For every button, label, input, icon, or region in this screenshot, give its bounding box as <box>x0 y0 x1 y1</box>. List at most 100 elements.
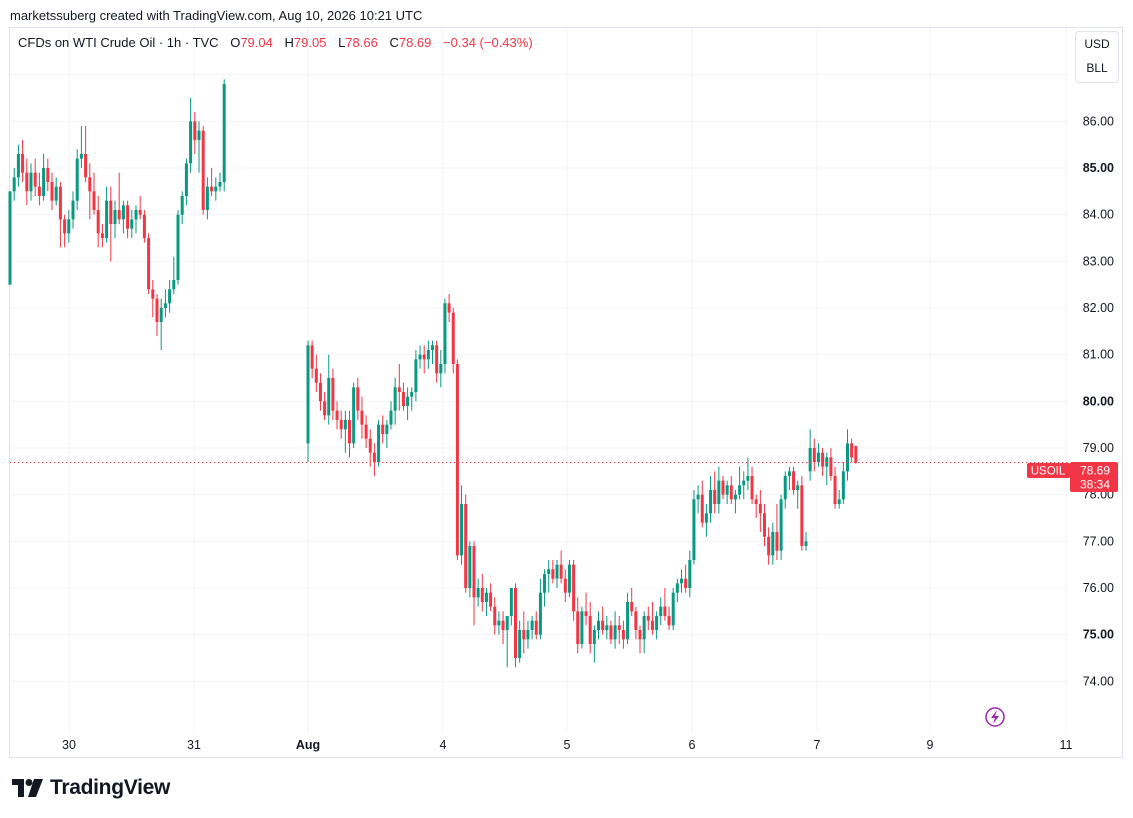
candle-body <box>704 513 708 523</box>
candle <box>514 583 517 668</box>
candle-body <box>343 420 347 430</box>
candle-body <box>576 611 580 644</box>
candle <box>364 415 368 448</box>
candle-body <box>538 592 542 635</box>
candle <box>796 480 800 509</box>
candle <box>609 620 613 644</box>
candle <box>443 298 447 374</box>
candle <box>783 471 787 509</box>
candle-body <box>559 564 563 579</box>
candle <box>460 485 464 565</box>
candle-body <box>389 410 393 425</box>
candle-body <box>381 424 385 434</box>
candle-body <box>58 186 62 220</box>
candle-body <box>476 588 480 598</box>
candle-body <box>580 611 584 644</box>
candle <box>218 172 222 192</box>
measure-label[interactable]: BLL <box>1086 61 1108 75</box>
candle <box>16 144 20 187</box>
candle <box>779 494 783 560</box>
candle <box>201 126 205 215</box>
candle-body <box>821 452 825 467</box>
candle-body <box>617 625 621 630</box>
candle <box>808 429 812 481</box>
candle <box>688 550 692 598</box>
lightning-icon[interactable] <box>985 707 1005 727</box>
candle-body <box>601 620 605 630</box>
candle <box>172 256 176 294</box>
unit-selector[interactable]: USD BLL <box>1075 31 1119 83</box>
candle-body <box>318 382 322 402</box>
candle <box>210 168 214 196</box>
candle <box>42 154 46 201</box>
candle-body <box>833 476 837 504</box>
candle <box>547 560 551 593</box>
open-label: O <box>230 35 241 50</box>
tradingview-logo-icon <box>12 779 43 797</box>
usoil-tag: USOIL <box>1027 463 1070 478</box>
candle-body <box>105 200 109 238</box>
candle <box>833 466 837 509</box>
candle <box>733 490 737 514</box>
candle <box>37 172 41 206</box>
candle <box>709 476 713 523</box>
candle-body <box>675 583 679 593</box>
x-tick-label: 7 <box>814 738 821 752</box>
candle-body <box>655 616 659 630</box>
candle <box>671 588 675 630</box>
candle <box>518 620 522 663</box>
candle <box>642 611 646 654</box>
candle-body <box>142 214 146 238</box>
candle <box>850 438 854 462</box>
candle <box>21 140 25 182</box>
candle-body <box>134 210 138 220</box>
candle-body <box>356 387 360 411</box>
candle-body <box>846 443 849 472</box>
currency-label[interactable]: USD <box>1084 37 1110 51</box>
candle <box>75 149 79 210</box>
x-tick-label: 11 <box>1060 738 1073 752</box>
candle <box>410 387 414 411</box>
chart-frame[interactable] <box>9 27 1123 758</box>
candle-body <box>117 210 121 220</box>
y-tick-label: 75.00 <box>1083 628 1114 642</box>
candle <box>67 210 71 243</box>
candle-body <box>189 121 193 164</box>
candle <box>787 466 791 490</box>
candle <box>476 578 480 607</box>
candle-body <box>680 578 683 584</box>
candle <box>638 625 642 654</box>
candle <box>489 583 493 612</box>
candle-body <box>401 392 405 406</box>
candle <box>126 200 130 238</box>
candle-body <box>377 424 381 462</box>
candle-body <box>214 186 218 192</box>
candle-body <box>172 280 176 290</box>
candle <box>100 224 104 248</box>
candle <box>626 592 630 644</box>
candle-body <box>155 298 159 322</box>
candle <box>372 443 376 476</box>
candle <box>381 415 385 444</box>
candle <box>377 420 381 467</box>
candle-body <box>667 616 671 626</box>
candle-body <box>310 345 314 369</box>
candle <box>318 373 322 411</box>
candle-body <box>530 620 534 630</box>
candle-body <box>67 219 71 234</box>
candle-body <box>88 177 92 192</box>
tradingview-logo[interactable]: TradingView <box>12 776 170 800</box>
candle-body <box>121 205 125 220</box>
candle <box>505 616 509 668</box>
candle <box>742 471 746 500</box>
candle-body <box>659 606 663 616</box>
candle-body <box>79 154 83 159</box>
candle <box>605 616 609 640</box>
candle <box>775 504 779 560</box>
candle <box>804 532 808 551</box>
candle <box>105 186 109 243</box>
candle <box>576 597 580 654</box>
candle <box>480 574 484 612</box>
candle-body <box>210 186 214 192</box>
